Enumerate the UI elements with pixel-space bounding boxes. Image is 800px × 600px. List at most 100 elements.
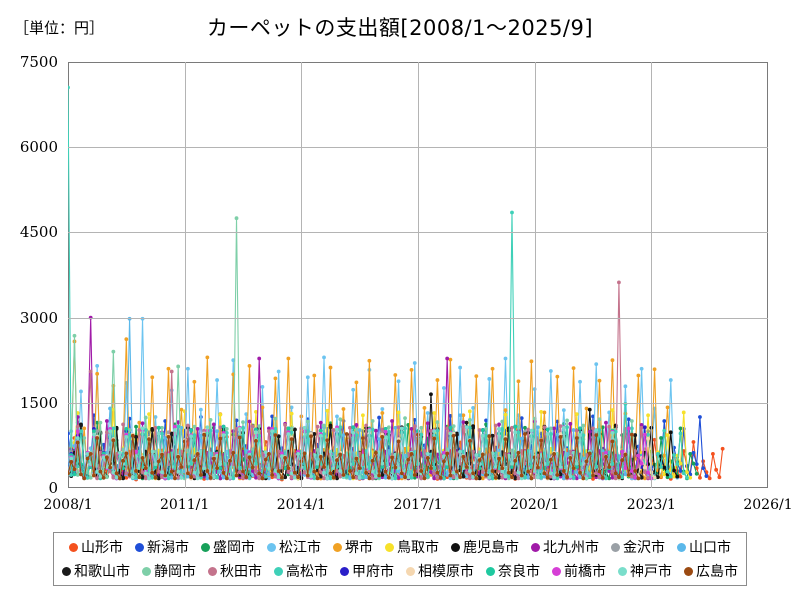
- legend-item-相模原市[interactable]: 相模原市: [406, 561, 474, 581]
- data-point: [467, 469, 472, 473]
- data-point: [422, 449, 427, 453]
- legend-item-鳥取市[interactable]: 鳥取市: [385, 537, 439, 557]
- legend-item-和歌山市[interactable]: 和歌山市: [62, 561, 130, 581]
- data-point: [341, 473, 346, 477]
- legend-marker-icon: [406, 566, 415, 576]
- legend-marker-icon: [201, 542, 210, 552]
- data-point: [166, 476, 171, 481]
- data-point: [668, 378, 673, 382]
- data-point: [390, 476, 394, 481]
- data-point: [497, 427, 501, 431]
- legend-item-金沢市[interactable]: 金沢市: [611, 537, 665, 557]
- data-point: [111, 426, 116, 431]
- legend-item-甲府市[interactable]: 甲府市: [340, 561, 394, 581]
- data-point: [289, 411, 294, 416]
- data-point: [211, 422, 216, 427]
- data-point: [354, 423, 359, 427]
- data-point: [419, 425, 424, 430]
- data-point: [75, 429, 80, 434]
- data-point: [429, 466, 433, 471]
- legend-label: 甲府市: [352, 564, 394, 580]
- data-point: [104, 419, 109, 423]
- legend-item-奈良市[interactable]: 奈良市: [486, 561, 540, 581]
- data-point: [594, 433, 599, 438]
- data-point: [247, 363, 252, 368]
- legend-item-新潟市[interactable]: 新潟市: [135, 537, 189, 557]
- x-axis-tick-label: 2008/1: [43, 497, 93, 513]
- data-point: [237, 470, 242, 474]
- data-point: [668, 474, 673, 479]
- data-point: [629, 469, 634, 473]
- data-point: [448, 473, 453, 478]
- data-point: [221, 424, 226, 429]
- data-point: [545, 427, 550, 432]
- data-point: [497, 475, 501, 480]
- x-axis-labels: 2008/1 2011/1 2014/1 2017/1 2020/1 2023/1 2026…: [0, 497, 800, 517]
- legend-item-堺市[interactable]: 堺市: [333, 537, 373, 557]
- legend-item-山形市[interactable]: 山形市: [69, 537, 123, 557]
- legend-item-松江市[interactable]: 松江市: [267, 537, 321, 557]
- data-point: [691, 461, 696, 466]
- legend-item-山口市[interactable]: 山口市: [677, 537, 731, 557]
- data-point: [114, 471, 119, 476]
- legend-item-神戸市[interactable]: 神戸市: [618, 561, 672, 581]
- data-point: [367, 428, 372, 433]
- legend-item-秋田市[interactable]: 秋田市: [208, 561, 262, 581]
- legend-item-高松市[interactable]: 高松市: [274, 561, 328, 581]
- data-point: [254, 475, 258, 480]
- data-point: [412, 475, 417, 480]
- data-point: [75, 440, 80, 445]
- data-point: [513, 471, 518, 476]
- data-point: [328, 449, 333, 454]
- data-point: [354, 427, 359, 432]
- data-point: [591, 477, 595, 481]
- data-point: [639, 366, 644, 371]
- legend-item-鹿児島市[interactable]: 鹿児島市: [451, 537, 519, 557]
- data-point: [442, 386, 446, 390]
- data-point: [396, 466, 401, 471]
- data-point: [121, 422, 125, 427]
- data-point: [318, 433, 323, 438]
- data-point: [111, 407, 116, 412]
- data-point: [192, 424, 197, 429]
- data-point: [610, 475, 615, 480]
- data-point: [143, 466, 148, 471]
- legend-item-前橋市[interactable]: 前橋市: [552, 561, 606, 581]
- data-point: [331, 475, 336, 480]
- data-point: [370, 476, 375, 481]
- data-point: [636, 476, 641, 481]
- data-point: [357, 428, 362, 432]
- data-point: [406, 475, 411, 480]
- data-point: [467, 425, 472, 430]
- data-point: [610, 462, 615, 467]
- data-point: [613, 476, 618, 481]
- data-point: [215, 429, 219, 434]
- data-point: [629, 426, 634, 431]
- data-point: [273, 376, 278, 381]
- data-point: [523, 425, 527, 430]
- legend-item-広島市[interactable]: 広島市: [684, 561, 738, 581]
- data-point: [574, 465, 579, 469]
- data-point: [231, 450, 236, 455]
- legend-marker-icon: [451, 542, 460, 552]
- data-point: [510, 461, 514, 466]
- data-point: [409, 367, 414, 372]
- data-point: [419, 476, 424, 481]
- legend-item-盛岡市[interactable]: 盛岡市: [201, 537, 255, 557]
- legend-marker-icon: [611, 542, 620, 552]
- data-point: [286, 432, 291, 436]
- legend-item-静岡市[interactable]: 静岡市: [142, 561, 196, 581]
- data-point: [386, 429, 391, 434]
- legend-item-北九州市[interactable]: 北九州市: [531, 537, 599, 557]
- data-point: [82, 436, 87, 440]
- data-point: [383, 435, 388, 440]
- data-point: [247, 455, 252, 460]
- data-point: [189, 475, 194, 480]
- data-point: [698, 415, 702, 419]
- data-point: [390, 419, 394, 423]
- data-point: [704, 474, 709, 478]
- data-point: [373, 428, 378, 433]
- data-point: [484, 418, 488, 423]
- data-point: [79, 389, 83, 394]
- data-point: [111, 470, 116, 475]
